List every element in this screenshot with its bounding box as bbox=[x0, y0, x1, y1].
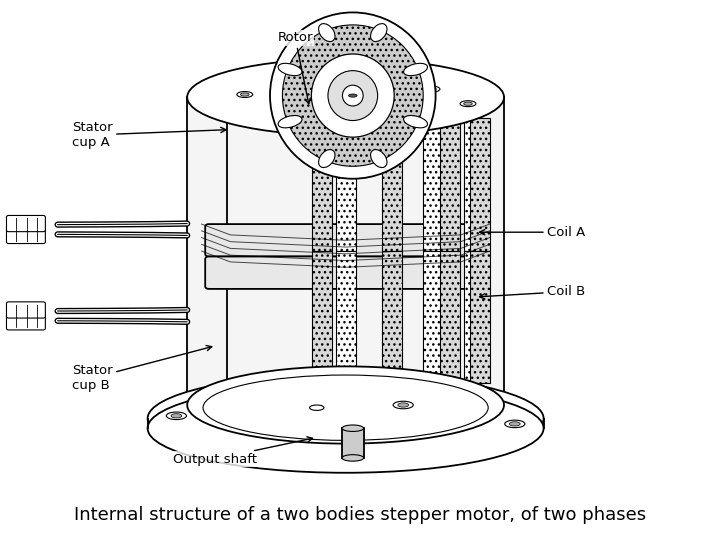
Bar bbox=[470, 118, 490, 251]
Text: Stator
cup A: Stator cup A bbox=[72, 121, 226, 149]
FancyBboxPatch shape bbox=[6, 227, 45, 244]
Ellipse shape bbox=[284, 75, 292, 78]
Ellipse shape bbox=[278, 116, 302, 128]
Ellipse shape bbox=[393, 401, 413, 409]
Text: Stator
cup B: Stator cup B bbox=[72, 346, 212, 392]
FancyBboxPatch shape bbox=[6, 302, 45, 318]
Ellipse shape bbox=[342, 425, 364, 431]
Ellipse shape bbox=[187, 366, 504, 444]
Ellipse shape bbox=[371, 150, 387, 167]
Ellipse shape bbox=[148, 374, 544, 463]
Ellipse shape bbox=[460, 100, 476, 107]
FancyBboxPatch shape bbox=[205, 256, 486, 289]
Ellipse shape bbox=[278, 63, 302, 76]
Bar bbox=[464, 118, 485, 251]
Bar bbox=[336, 251, 356, 383]
Text: Coil A: Coil A bbox=[480, 226, 585, 239]
Ellipse shape bbox=[203, 375, 488, 441]
Ellipse shape bbox=[237, 91, 253, 97]
Text: Internal structure of a two bodies stepper motor, of two phases: Internal structure of a two bodies stepp… bbox=[74, 506, 646, 524]
Ellipse shape bbox=[312, 54, 395, 137]
FancyBboxPatch shape bbox=[205, 224, 486, 256]
Ellipse shape bbox=[171, 414, 181, 418]
Ellipse shape bbox=[342, 455, 364, 461]
Ellipse shape bbox=[348, 94, 357, 97]
Bar bbox=[441, 118, 461, 251]
Ellipse shape bbox=[384, 73, 393, 76]
Text: Coil B: Coil B bbox=[480, 285, 585, 299]
Ellipse shape bbox=[270, 12, 436, 179]
Bar bbox=[312, 251, 332, 383]
Text: Rotor: Rotor bbox=[277, 31, 313, 104]
Ellipse shape bbox=[404, 116, 428, 128]
Text: Output shaft: Output shaft bbox=[173, 437, 312, 465]
Ellipse shape bbox=[282, 25, 423, 166]
Ellipse shape bbox=[166, 412, 186, 420]
Bar bbox=[342, 428, 364, 458]
Bar bbox=[312, 118, 332, 251]
FancyBboxPatch shape bbox=[6, 314, 45, 330]
Ellipse shape bbox=[381, 71, 397, 77]
Ellipse shape bbox=[319, 24, 335, 42]
Ellipse shape bbox=[505, 420, 525, 428]
Ellipse shape bbox=[343, 85, 363, 106]
Ellipse shape bbox=[187, 59, 504, 136]
Ellipse shape bbox=[510, 422, 520, 426]
Ellipse shape bbox=[428, 87, 436, 91]
Ellipse shape bbox=[240, 93, 249, 96]
Ellipse shape bbox=[319, 150, 335, 167]
Bar bbox=[382, 251, 402, 383]
Ellipse shape bbox=[280, 73, 296, 80]
Bar bbox=[336, 118, 356, 251]
Bar bbox=[382, 118, 402, 251]
Ellipse shape bbox=[424, 86, 440, 92]
Bar bbox=[470, 251, 490, 383]
Bar bbox=[423, 251, 444, 383]
Ellipse shape bbox=[371, 24, 387, 42]
Ellipse shape bbox=[328, 71, 377, 120]
Bar bbox=[464, 251, 485, 383]
Ellipse shape bbox=[310, 405, 324, 410]
FancyBboxPatch shape bbox=[6, 215, 45, 232]
Bar bbox=[441, 251, 461, 383]
Ellipse shape bbox=[397, 403, 408, 407]
Ellipse shape bbox=[464, 102, 472, 105]
Bar bbox=[187, 97, 504, 405]
Ellipse shape bbox=[148, 383, 544, 473]
Ellipse shape bbox=[404, 63, 428, 76]
Bar bbox=[423, 118, 444, 251]
